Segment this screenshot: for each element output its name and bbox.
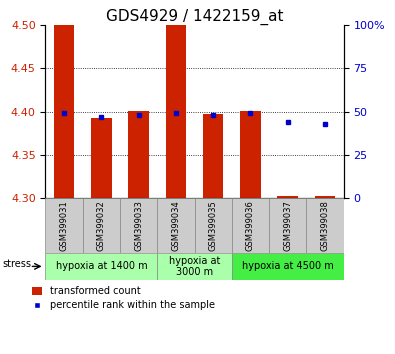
Bar [315, 196, 335, 198]
Bar [232, 253, 344, 280]
Text: GSM399034: GSM399034 [171, 200, 181, 251]
Bar [45, 253, 157, 280]
Text: GSM399036: GSM399036 [246, 200, 255, 251]
Legend: transformed count, percentile rank within the sample: transformed count, percentile rank withi… [30, 285, 217, 312]
Bar [232, 198, 269, 253]
Bar [54, 25, 74, 198]
Text: GSM399035: GSM399035 [209, 200, 218, 251]
Text: GSM399038: GSM399038 [320, 200, 329, 251]
Bar [166, 25, 186, 198]
Text: hypoxia at 1400 m: hypoxia at 1400 m [56, 261, 147, 272]
Bar [157, 253, 232, 280]
Bar [194, 198, 232, 253]
Text: GSM399032: GSM399032 [97, 200, 106, 251]
Title: GDS4929 / 1422159_at: GDS4929 / 1422159_at [106, 8, 283, 25]
Text: GSM399031: GSM399031 [60, 200, 69, 251]
Bar [120, 198, 157, 253]
Text: hypoxia at 4500 m: hypoxia at 4500 m [242, 261, 334, 272]
Bar [157, 198, 194, 253]
Bar [307, 198, 344, 253]
Text: GSM399033: GSM399033 [134, 200, 143, 251]
Bar [83, 198, 120, 253]
Bar [240, 111, 261, 198]
Bar [277, 196, 298, 198]
Text: hypoxia at
3000 m: hypoxia at 3000 m [169, 256, 220, 277]
Bar [45, 198, 83, 253]
Bar [91, 119, 112, 198]
Bar [269, 198, 307, 253]
Bar [128, 111, 149, 198]
Bar [203, 114, 224, 198]
Text: stress: stress [2, 259, 31, 269]
Text: GSM399037: GSM399037 [283, 200, 292, 251]
